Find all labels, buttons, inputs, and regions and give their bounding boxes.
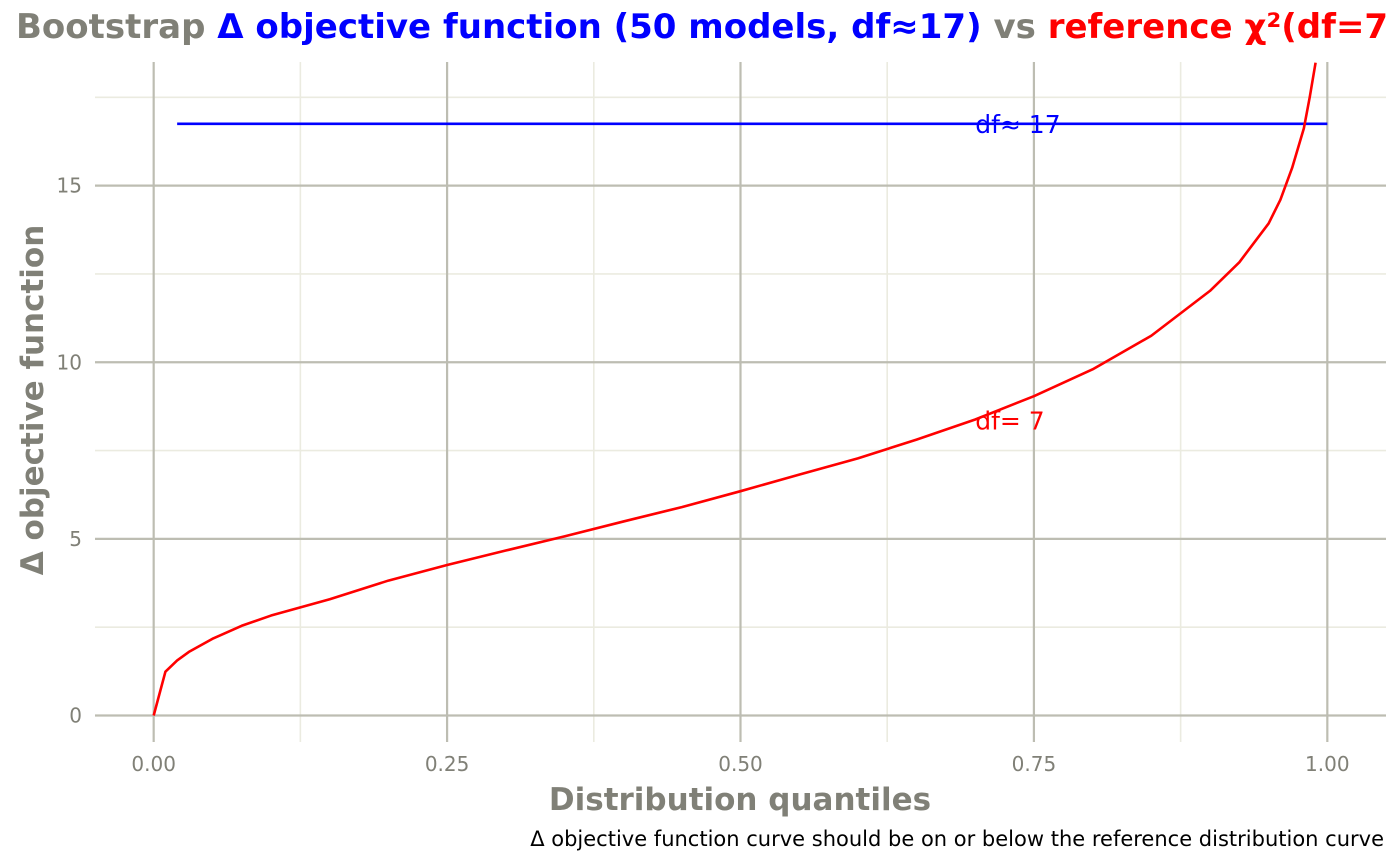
y-axis-title: Δ objective function — [15, 225, 51, 576]
x-tick-label: 0.75 — [1012, 752, 1057, 776]
chart-title-part-2: vs — [982, 7, 1048, 47]
x-tick-label: 0.00 — [131, 752, 176, 776]
chart-caption: Δ objective function curve should be on … — [530, 827, 1384, 851]
series-layer — [152, 62, 1328, 716]
x-axis-title: Distribution quantiles — [549, 782, 931, 818]
chart-title-part-3: reference χ²(df=7 — [1048, 7, 1388, 47]
y-tick-label: 15 — [57, 174, 82, 198]
chart-title-part-0: Bootstrap — [16, 7, 217, 47]
y-tick-label: 5 — [69, 527, 82, 551]
chart-title: Bootstrap Δ objective function (50 model… — [16, 7, 1388, 47]
annotation-label: df= 7 — [975, 407, 1044, 436]
annotation-label: df≈ 17 — [975, 110, 1060, 139]
x-tick-label: 0.25 — [425, 752, 470, 776]
tick-labels: 0.00 0.25 0.50 0.75 1.00 0 5 10 15 — [57, 174, 1350, 776]
major-gridlines — [95, 62, 1386, 742]
chart-title-part-1: Δ objective function (50 models, df≈17) — [217, 7, 981, 47]
x-tick-label: 1.00 — [1305, 752, 1350, 776]
annotation-layer: df≈ 17 df= 7 — [975, 110, 1060, 436]
y-tick-label: 0 — [69, 704, 82, 728]
y-tick-label: 10 — [57, 350, 82, 374]
x-tick-label: 0.50 — [718, 752, 763, 776]
series-line-1 — [152, 62, 1317, 716]
